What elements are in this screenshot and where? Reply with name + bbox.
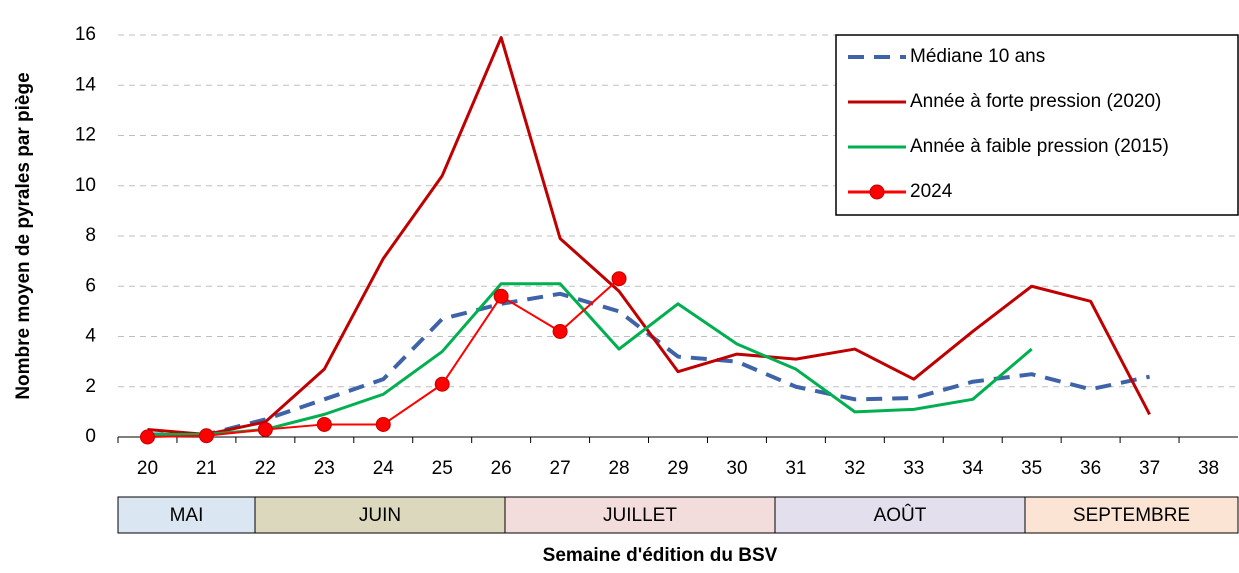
x-tick-label: 36 <box>1080 458 1101 479</box>
month-label: MAI <box>170 505 204 526</box>
y-tick-label: 0 <box>85 426 96 447</box>
x-tick-label: 30 <box>726 458 747 479</box>
series-marker <box>139 429 155 445</box>
series-line <box>147 291 1150 437</box>
month-label: JUIN <box>359 505 401 526</box>
x-tick-label: 21 <box>196 458 217 479</box>
month-band <box>504 496 776 534</box>
legend-marker <box>869 184 885 200</box>
series-marker <box>611 271 627 287</box>
series-line <box>147 36 1151 436</box>
month-label: SEPTEMBRE <box>1073 505 1190 526</box>
legend-box <box>835 34 1239 216</box>
x-tick-label: 35 <box>1021 458 1042 479</box>
y-tick-label: 14 <box>75 74 97 95</box>
y-tick-label: 4 <box>85 326 96 347</box>
x-tick-label: 28 <box>608 458 629 479</box>
y-tick-label: 8 <box>85 225 96 246</box>
x-tick-label: 33 <box>903 458 924 479</box>
y-axis-title: Nombre moyen de pyrales par piège <box>13 72 34 399</box>
series-line <box>147 282 1033 436</box>
y-tick-label: 6 <box>85 275 96 296</box>
y-tick-label: 16 <box>75 24 96 45</box>
legend-label: Année à faible pression (2015) <box>910 136 1169 157</box>
x-tick-label: 37 <box>1139 458 1160 479</box>
x-tick-label: 23 <box>314 458 335 479</box>
x-tick-label: 31 <box>785 458 806 479</box>
x-tick-label: 29 <box>667 458 688 479</box>
y-tick-label: 12 <box>75 125 96 146</box>
series-marker <box>434 376 450 392</box>
y-tick-label: 2 <box>85 376 96 397</box>
x-tick-label: 24 <box>373 458 395 479</box>
legend-label: 2024 <box>910 181 953 202</box>
month-band <box>1024 496 1239 534</box>
x-tick-label: 27 <box>550 458 571 479</box>
month-label: JUILLET <box>603 505 677 526</box>
month-band <box>117 496 256 534</box>
x-tick-label: 38 <box>1198 458 1219 479</box>
legend-label: Médiane 10 ans <box>910 46 1045 67</box>
legend-label: Année à forte pression (2020) <box>910 91 1161 112</box>
series-marker <box>257 421 273 437</box>
series-marker <box>375 416 391 432</box>
month-band <box>254 496 506 534</box>
x-axis-title: Semaine d'édition du BSV <box>543 545 778 566</box>
x-tick-label: 26 <box>491 458 512 479</box>
y-tick-label: 10 <box>75 175 96 196</box>
series-marker <box>493 288 509 304</box>
x-tick-label: 32 <box>844 458 865 479</box>
x-tick-label: 25 <box>432 458 453 479</box>
series-marker <box>552 323 568 339</box>
series-marker <box>198 428 214 444</box>
x-tick-label: 34 <box>962 458 984 479</box>
x-tick-label: 20 <box>137 458 158 479</box>
series-line <box>147 277 620 438</box>
series-marker <box>316 416 332 432</box>
month-label: AOÛT <box>874 504 927 526</box>
x-tick-label: 22 <box>255 458 276 479</box>
